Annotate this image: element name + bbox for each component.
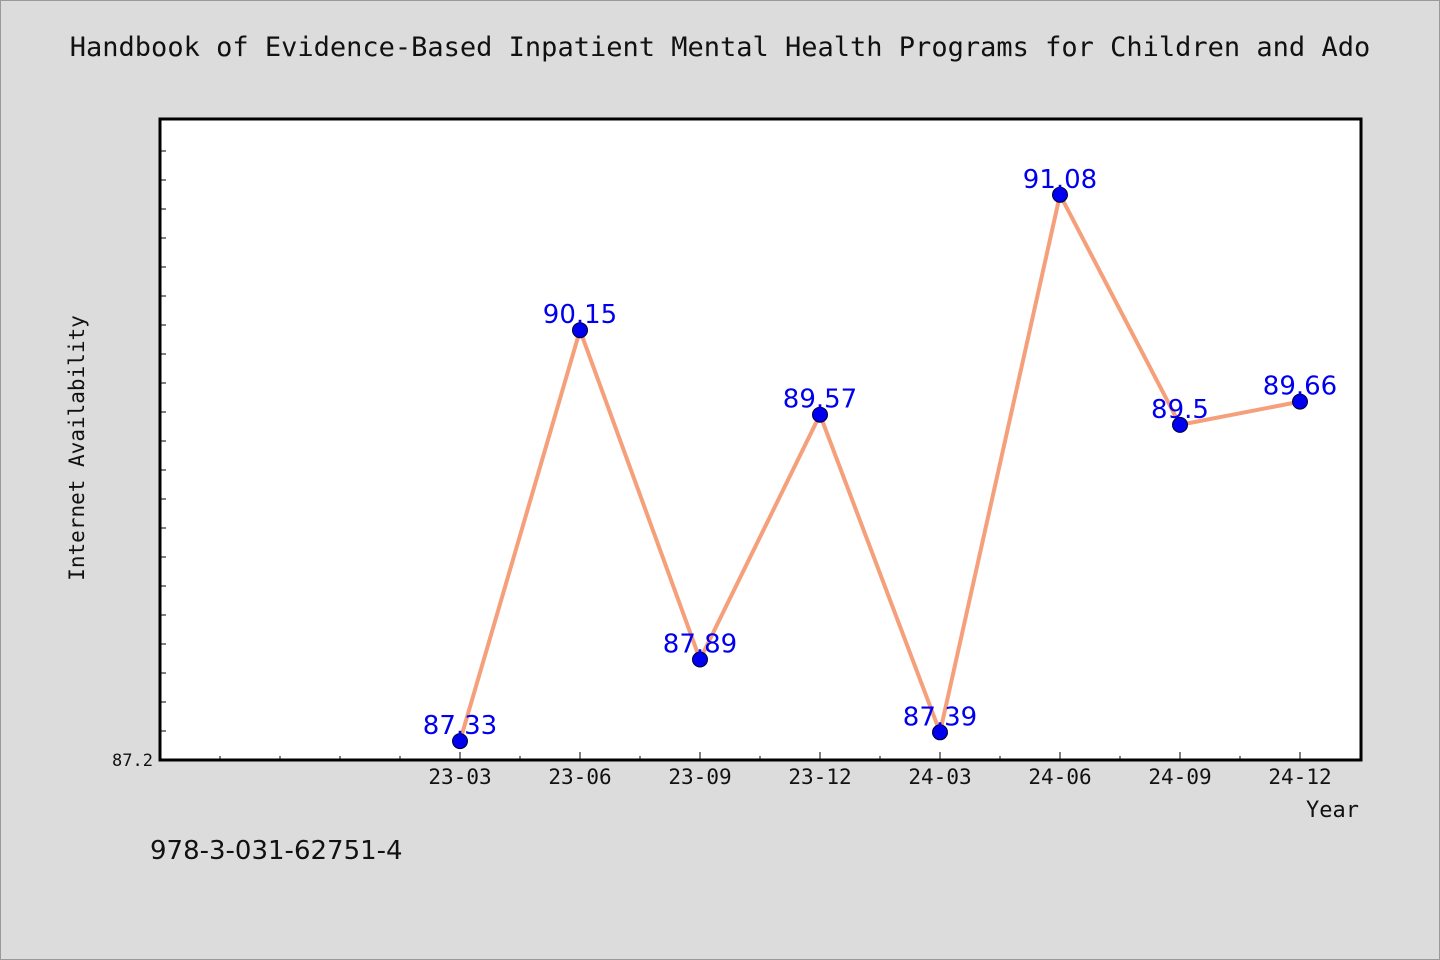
data-point — [932, 724, 948, 741]
x-tick-label: 24-12 — [1268, 765, 1331, 789]
data-point — [812, 406, 828, 423]
data-point — [692, 651, 708, 668]
data-point — [1292, 393, 1308, 410]
data-point — [1052, 186, 1068, 203]
x-tick-label: 24-06 — [1028, 765, 1091, 789]
data-point — [1172, 416, 1188, 433]
data-point — [452, 733, 468, 750]
data-label: 89.66 — [1263, 372, 1337, 402]
data-label: 89.5 — [1151, 395, 1209, 425]
series-markers — [452, 186, 1308, 750]
y-minor-ticks — [160, 150, 166, 732]
x-axis-label: Year — [1306, 798, 1359, 823]
x-tick-labels: 23-03 23-06 23-09 23-12 24-03 24-06 24-09 24-12 — [428, 765, 1331, 789]
x-tick-label: 23-06 — [548, 765, 611, 789]
data-label: 90.15 — [543, 300, 617, 330]
data-label: 91.08 — [1023, 165, 1097, 195]
x-tick-label: 23-03 — [428, 765, 491, 789]
chart-title: Handbook of Evidence-Based Inpatient Men… — [69, 32, 1371, 63]
x-tick-label: 24-09 — [1148, 765, 1211, 789]
y-axis-label: Internet Availability — [65, 315, 89, 581]
data-labels: 87.33 90.15 87.89 89.57 87.39 91.08 89.5 89.66 — [423, 165, 1337, 741]
x-tick-label: 24-03 — [908, 765, 971, 789]
x-tick-label: 23-12 — [788, 765, 851, 789]
x-ticks — [219, 752, 1361, 760]
series-line — [458, 189, 1301, 742]
isbn-code: 978-3-031-62751-4 — [150, 836, 403, 866]
plot-area — [158, 117, 1363, 762]
data-label: 87.39 — [903, 702, 977, 732]
data-label: 87.89 — [663, 630, 737, 660]
data-label: 87.33 — [423, 711, 497, 741]
y-tick-label: 87.2 — [112, 751, 153, 771]
data-label: 89.57 — [783, 385, 857, 415]
x-tick-label: 23-09 — [668, 765, 731, 789]
data-point — [572, 322, 588, 339]
